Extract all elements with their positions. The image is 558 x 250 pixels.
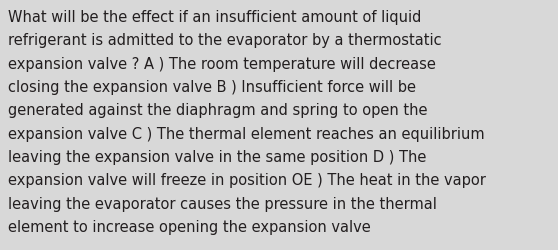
Text: expansion valve ? A ) The room temperature will decrease: expansion valve ? A ) The room temperatu… <box>8 56 436 72</box>
Text: leaving the expansion valve in the same position D ) The: leaving the expansion valve in the same … <box>8 150 427 164</box>
Text: What will be the effect if an insufficient amount of liquid: What will be the effect if an insufficie… <box>8 10 422 25</box>
Text: expansion valve will freeze in position OE ) The heat in the vapor: expansion valve will freeze in position … <box>8 173 486 188</box>
Text: closing the expansion valve B ) Insufficient force will be: closing the expansion valve B ) Insuffic… <box>8 80 416 95</box>
Text: refrigerant is admitted to the evaporator by a thermostatic: refrigerant is admitted to the evaporato… <box>8 33 442 48</box>
Text: generated against the diaphragm and spring to open the: generated against the diaphragm and spri… <box>8 103 428 118</box>
Text: expansion valve C ) The thermal element reaches an equilibrium: expansion valve C ) The thermal element … <box>8 126 485 141</box>
Text: leaving the evaporator causes the pressure in the thermal: leaving the evaporator causes the pressu… <box>8 196 437 211</box>
Text: element to increase opening the expansion valve: element to increase opening the expansio… <box>8 219 371 234</box>
